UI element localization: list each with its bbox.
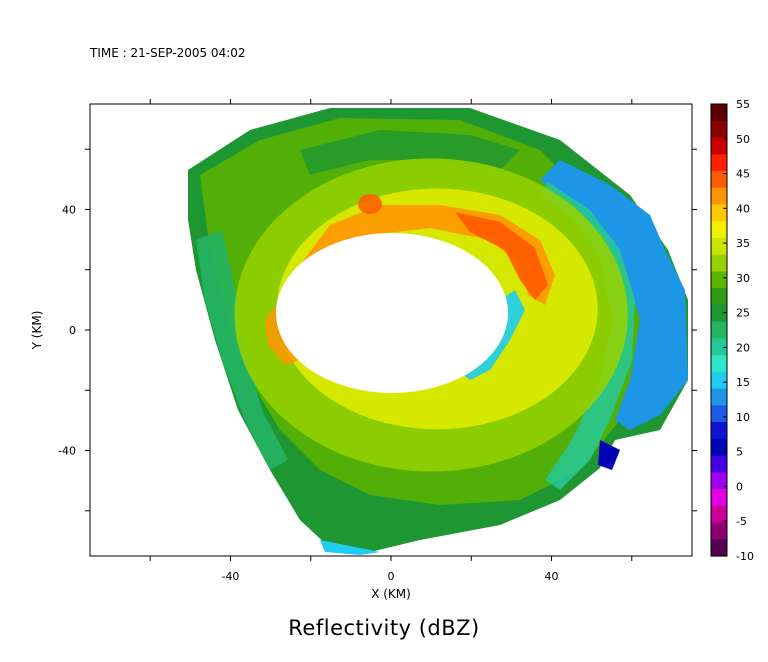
colorbar-swatch — [711, 271, 727, 289]
colorbar-tick-label: -10 — [736, 550, 754, 563]
echo-low-south — [320, 540, 380, 555]
colorbar-tick-label: 0 — [736, 480, 743, 493]
colorbar-swatch — [711, 204, 727, 222]
colorbar-swatch — [711, 455, 727, 473]
colorbar-swatch — [711, 355, 727, 373]
plot-area — [188, 108, 688, 555]
colorbar-tick-label: 30 — [736, 272, 750, 285]
colorbar-tick-label: 20 — [736, 341, 750, 354]
echo-fringe-purple — [598, 440, 620, 470]
colorbar-swatch — [711, 505, 727, 524]
colorbar-swatch — [711, 338, 727, 356]
colorbar-tick-label: 55 — [736, 98, 750, 111]
colorbar-swatch — [711, 388, 727, 406]
colorbar-swatch — [711, 304, 727, 323]
colorbar-swatch — [711, 522, 727, 540]
colorbar-swatch — [711, 254, 727, 273]
eye-no-echo — [276, 233, 508, 393]
colorbar-tick-label: -5 — [736, 515, 747, 528]
colorbar-swatch — [711, 137, 727, 155]
colorbar-tick-label: 50 — [736, 133, 750, 146]
colorbar-tick-label: 5 — [736, 446, 743, 459]
colorbar-swatch — [711, 187, 727, 206]
colorbar-tick-label: 25 — [736, 307, 750, 320]
colorbar-tick-label: 10 — [736, 411, 750, 424]
colorbar-frame — [710, 103, 728, 557]
eyewall-north-44dbz — [358, 194, 382, 214]
axis-ticks: -40 0 40 40 0 -40 — [58, 99, 697, 583]
y-axis-label: Y (KM) — [30, 311, 44, 351]
colorbar — [711, 104, 727, 557]
colorbar-swatch — [711, 438, 727, 457]
colorbar-swatch — [711, 104, 727, 122]
reflectivity-field — [188, 108, 688, 555]
colorbar-swatch — [711, 422, 727, 440]
y-tick-label: 0 — [69, 324, 76, 337]
colorbar-tick-label: 35 — [736, 237, 750, 250]
x-axis-label: X (KM) — [371, 587, 411, 601]
colorbar-swatch — [711, 371, 727, 390]
time-label: TIME : 21-SEP-2005 04:02 — [90, 46, 246, 60]
colorbar-swatch — [711, 489, 727, 507]
colorbar-swatch — [711, 221, 727, 239]
chart-caption: Reflectivity (dBZ) — [288, 616, 480, 640]
colorbar-swatch — [711, 288, 727, 306]
colorbar-swatch — [711, 120, 727, 139]
colorbar-tick-label: 40 — [736, 202, 750, 215]
colorbar-tick-label: 15 — [736, 376, 750, 389]
colorbar-swatch — [711, 237, 727, 256]
y-tick-label: 40 — [62, 203, 76, 216]
y-tick-label: -40 — [58, 445, 76, 458]
colorbar-swatch — [711, 405, 727, 423]
colorbar-swatch — [711, 472, 727, 490]
eyewall-max — [455, 212, 548, 300]
echo-low-east — [540, 160, 688, 430]
x-tick-label: 40 — [545, 570, 559, 583]
colorbar-swatch — [711, 321, 727, 339]
x-tick-label: 0 — [388, 570, 395, 583]
colorbar-swatch — [711, 170, 727, 189]
colorbar-swatch — [711, 539, 727, 557]
colorbar-swatch — [711, 154, 727, 172]
colorbar-tick-label: 45 — [736, 168, 750, 181]
x-tick-label: -40 — [221, 570, 239, 583]
